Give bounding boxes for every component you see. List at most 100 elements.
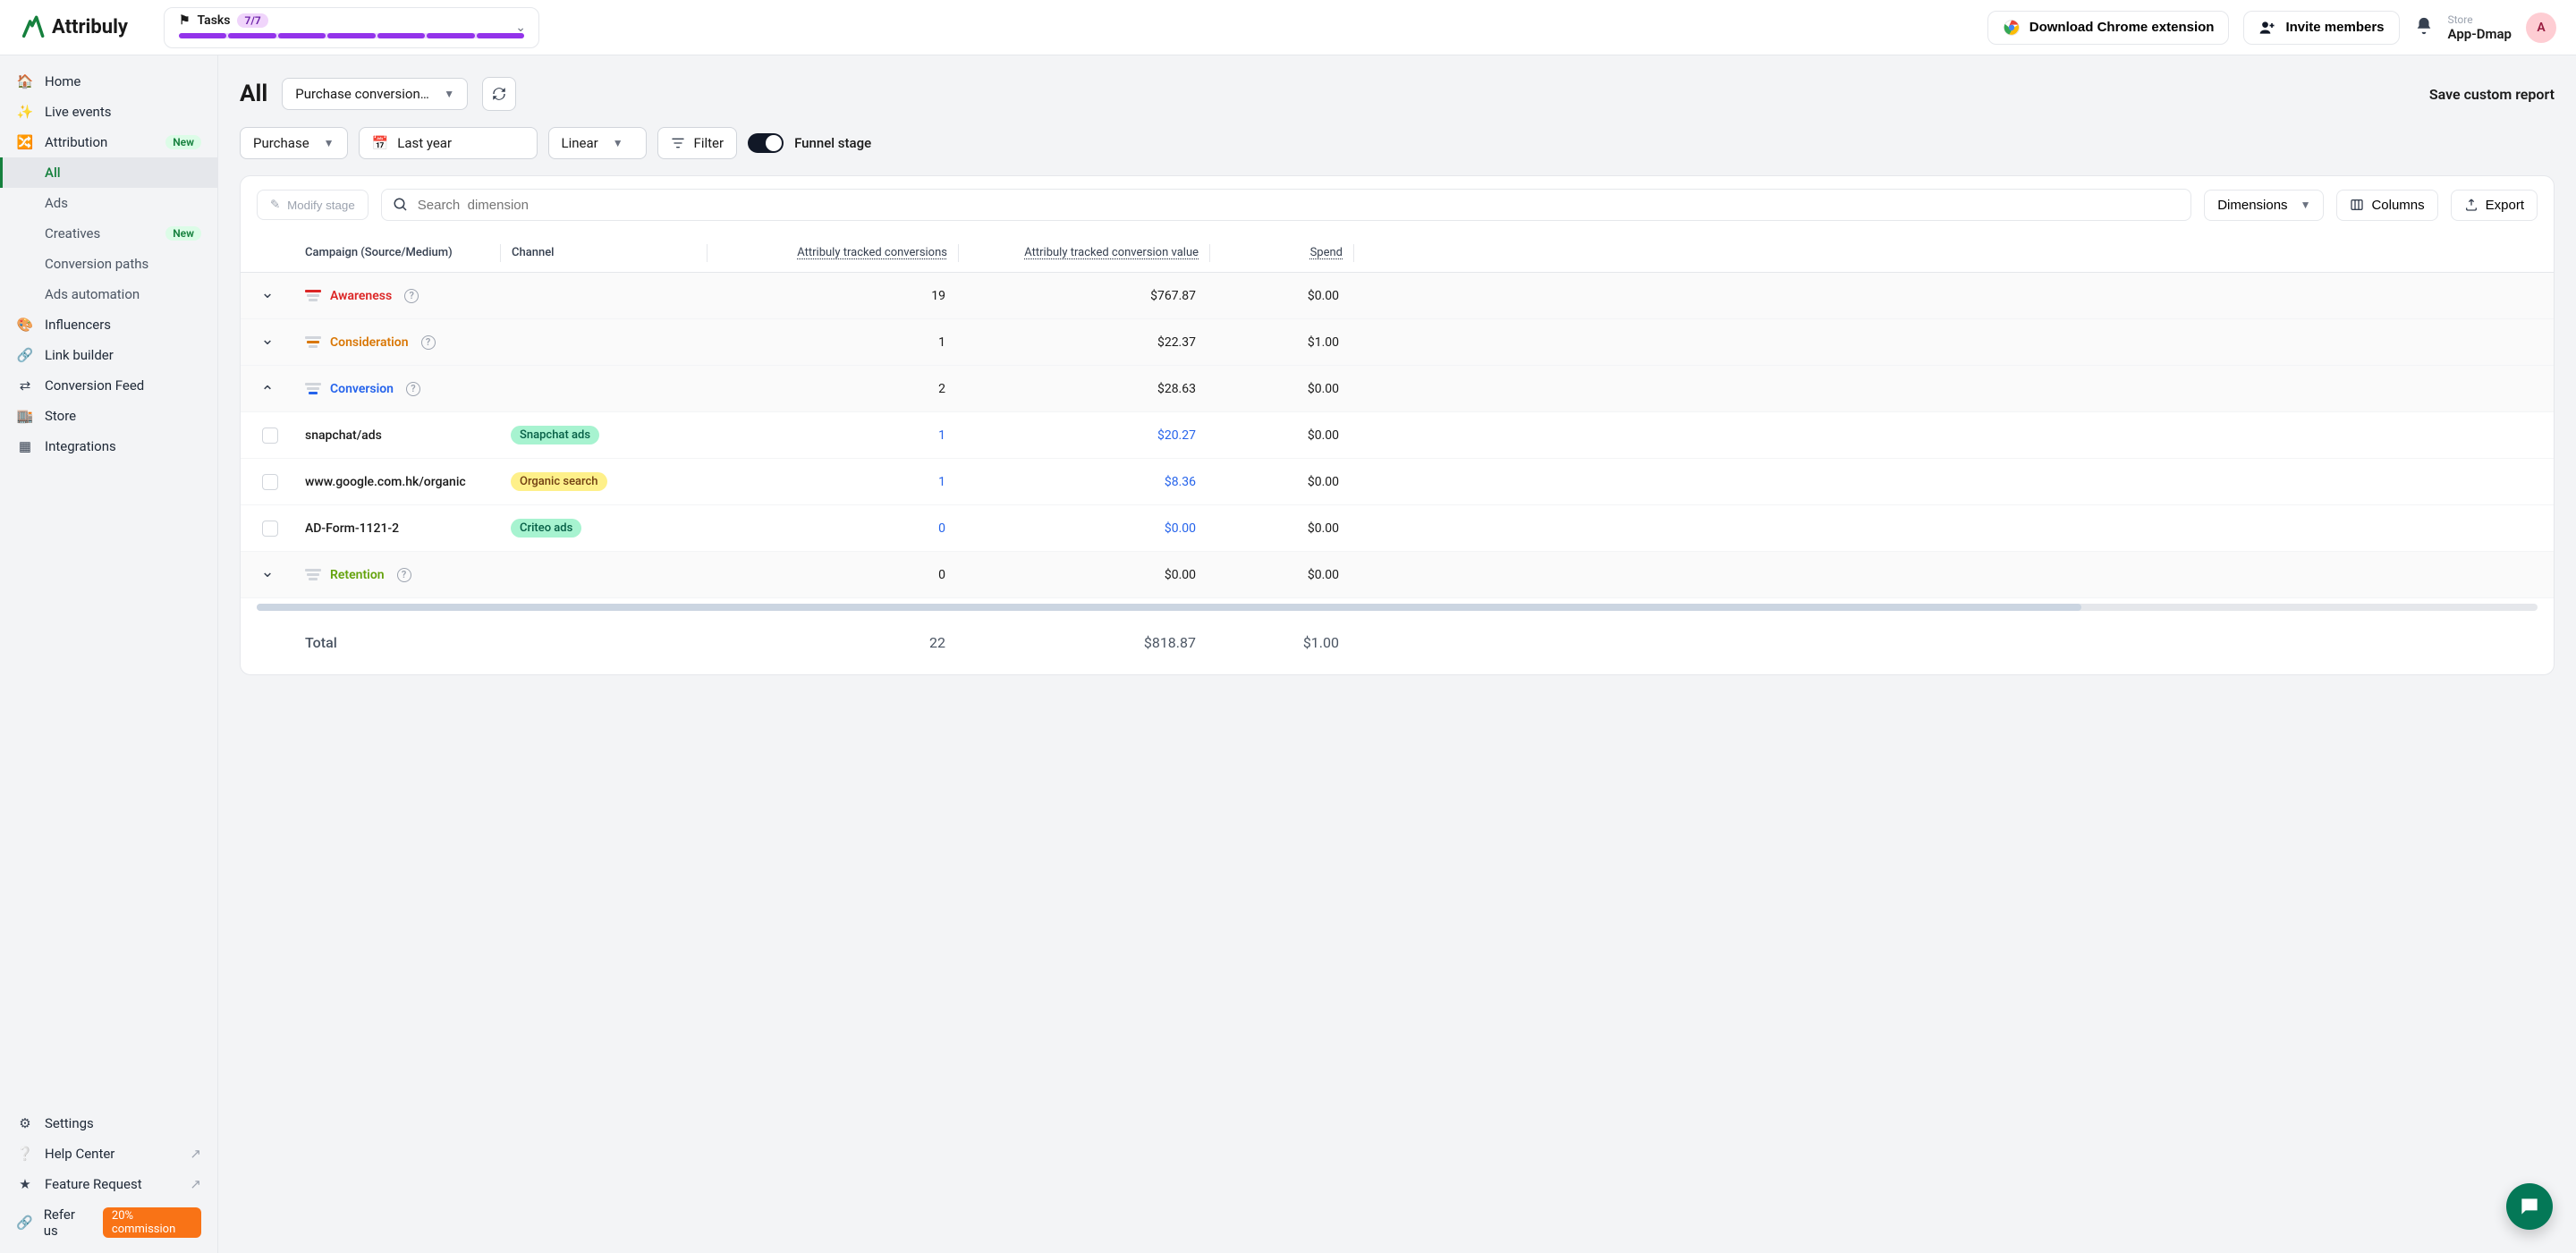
pencil-icon: ✎ [270, 198, 280, 212]
sparkle-icon: ✨ [16, 104, 34, 120]
funnel-icon [305, 383, 321, 394]
sidebar-feature-request[interactable]: ★ Feature Request ↗ [0, 1169, 217, 1199]
sidebar-item-live-events[interactable]: ✨Live events [0, 97, 217, 127]
row-checkbox[interactable] [262, 428, 278, 444]
sidebar-item-attribution[interactable]: 🔀AttributionNew [0, 127, 217, 157]
row-checkbox[interactable] [262, 521, 278, 537]
table-row[interactable]: AD-Form-1121-2Criteo ads0$0.00$0.00 [241, 505, 2554, 552]
refresh-button[interactable] [482, 77, 516, 111]
sidebar-settings[interactable]: ⚙ Settings [0, 1108, 217, 1139]
sidebar-item-influencers[interactable]: 🎨Influencers [0, 309, 217, 340]
main-content: All Purchase conversions, by ▼ Save cust… [218, 55, 2576, 1253]
stage-row-awareness[interactable]: Awareness?19$767.87$0.00 [241, 273, 2554, 319]
horizontal-scrollbar[interactable] [257, 604, 2538, 611]
sidebar-sub-conversion-paths[interactable]: Conversion paths [0, 249, 217, 279]
invite-members-button[interactable]: Invite members [2243, 11, 2399, 45]
expand-icon[interactable] [260, 286, 274, 305]
notifications-icon[interactable] [2414, 16, 2434, 39]
stage-row-conversion[interactable]: Conversion?2$28.63$0.00 [241, 366, 2554, 412]
report-select[interactable]: Purchase conversions, by ▼ [282, 78, 468, 110]
col-channel[interactable]: Channel [501, 239, 707, 267]
export-icon [2464, 198, 2479, 212]
expand-icon[interactable] [260, 565, 274, 584]
external-link-icon: ↗ [190, 1176, 201, 1192]
campaign-cell: www.google.com.hk/organic [294, 468, 500, 496]
conversion-value-cell[interactable]: $20.27 [956, 421, 1207, 450]
total-label: Total [294, 627, 500, 658]
sidebar-sub-all[interactable]: All [0, 157, 217, 188]
col-spend[interactable]: Spend [1210, 239, 1353, 267]
export-button[interactable]: Export [2451, 190, 2538, 221]
caret-down-icon: ▼ [444, 88, 454, 100]
help-icon: ❔ [16, 1146, 34, 1162]
dimensions-button[interactable]: Dimensions ▼ [2204, 190, 2324, 221]
table-row[interactable]: snapchat/adsSnapchat ads1$20.27$0.00 [241, 412, 2554, 459]
campaign-cell: AD-Form-1121-2 [294, 514, 500, 543]
funnel-stage-toggle[interactable] [748, 133, 784, 153]
brand-name: Attribuly [52, 16, 128, 38]
conversions-cell[interactable]: 1 [706, 421, 956, 450]
share-icon: 🔀 [16, 134, 34, 150]
total-conversions: 22 [706, 627, 956, 658]
metric-select[interactable]: Purchase ▼ [240, 127, 348, 159]
conversions-cell[interactable]: 1 [706, 468, 956, 496]
sidebar-item-conversion-feed[interactable]: ⇄Conversion Feed [0, 370, 217, 401]
stage-name: Retention [330, 568, 385, 582]
refer-commission-badge: 20% commission [103, 1207, 201, 1238]
sidebar-item-integrations[interactable]: ▦Integrations [0, 431, 217, 461]
search-input[interactable] [418, 198, 2180, 213]
conversions-cell[interactable]: 0 [706, 514, 956, 543]
stage-row-consideration[interactable]: Consideration?1$22.37$1.00 [241, 319, 2554, 366]
chat-icon [2518, 1195, 2541, 1218]
modify-stage-button[interactable]: ✎ Modify stage [257, 190, 369, 220]
chat-fab[interactable] [2506, 1183, 2553, 1230]
col-campaign[interactable]: Campaign (Source/Medium) [294, 239, 500, 267]
search-icon [393, 197, 409, 213]
swap-icon: ⇄ [16, 377, 34, 394]
help-icon[interactable]: ? [421, 335, 436, 350]
total-spend: $1.00 [1207, 627, 1350, 658]
user-avatar[interactable]: A [2526, 13, 2556, 43]
sidebar-sub-ads-automation[interactable]: Ads automation [0, 279, 217, 309]
help-icon[interactable]: ? [406, 382, 420, 396]
conversion-value-cell[interactable]: $8.36 [956, 468, 1207, 496]
chrome-icon [2003, 19, 2021, 37]
caret-down-icon: ▼ [324, 137, 335, 149]
sidebar-help[interactable]: ❔ Help Center ↗ [0, 1139, 217, 1169]
sidebar-sub-creatives[interactable]: CreativesNew [0, 218, 217, 249]
filter-button[interactable]: Filter [657, 127, 738, 159]
col-conversion-value[interactable]: Attribuly tracked conversion value [959, 239, 1209, 267]
tasks-label: Tasks [198, 13, 231, 28]
spend-cell: $0.00 [1207, 421, 1350, 450]
tasks-widget[interactable]: ⚑ Tasks 7/7 ⌄ [164, 7, 539, 48]
conversion-value-cell[interactable]: $0.00 [956, 514, 1207, 543]
download-extension-button[interactable]: Download Chrome extension [1987, 11, 2230, 45]
help-icon[interactable]: ? [397, 568, 411, 582]
sidebar-sub-ads[interactable]: Ads [0, 188, 217, 218]
store-switcher[interactable]: Store App-Dmap [2448, 13, 2512, 42]
search-dimension[interactable] [381, 189, 2191, 221]
columns-button[interactable]: Columns [2336, 190, 2437, 221]
home-icon: 🏠 [16, 73, 34, 89]
brand-logo[interactable]: Attribuly [20, 15, 128, 40]
attribution-model-select[interactable]: Linear ▼ [548, 127, 647, 159]
expand-icon[interactable] [260, 333, 274, 351]
help-icon[interactable]: ? [404, 289, 419, 303]
sidebar-item-home[interactable]: 🏠Home [0, 66, 217, 97]
row-checkbox[interactable] [262, 474, 278, 490]
new-badge: New [165, 135, 201, 149]
date-range-select[interactable]: 📅 Last year [359, 127, 538, 159]
sidebar-item-link-builder[interactable]: 🔗Link builder [0, 340, 217, 370]
spend-cell: $0.00 [1207, 514, 1350, 543]
col-conversions[interactable]: Attribuly tracked conversions [708, 239, 958, 267]
sidebar-refer[interactable]: 🔗 Refer us 20% commission [0, 1199, 217, 1246]
chevron-down-icon[interactable]: ⌄ [515, 21, 526, 35]
filter-icon [671, 136, 685, 150]
expand-icon[interactable] [260, 379, 274, 398]
table-row[interactable]: www.google.com.hk/organicOrganic search1… [241, 459, 2554, 505]
total-row: Total 22 $818.87 $1.00 [241, 611, 2554, 674]
save-report-button[interactable]: Save custom report [2429, 86, 2555, 103]
stage-row-retention[interactable]: Retention?0$0.00$0.00 [241, 552, 2554, 598]
sidebar-item-store[interactable]: 🏬Store [0, 401, 217, 431]
tasks-progress [179, 33, 524, 38]
